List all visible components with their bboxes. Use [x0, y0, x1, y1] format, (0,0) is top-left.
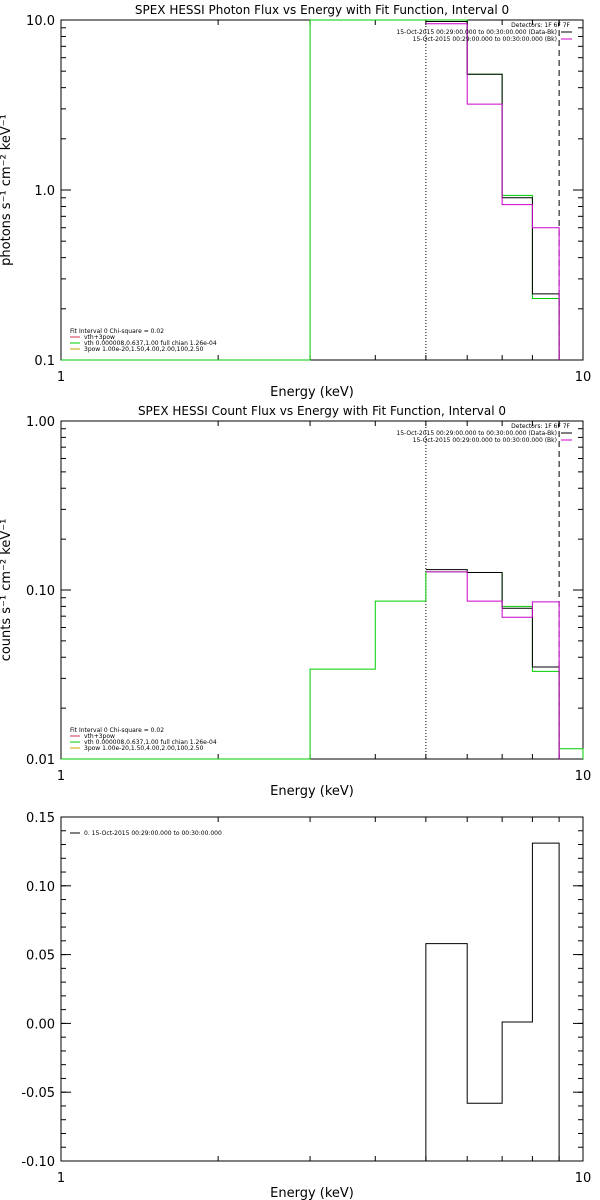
y-tick-label: 0.00 [26, 1017, 55, 1032]
series-2-steps [425, 569, 560, 759]
legend-item: 15-Oct-2015 00:29:00.000 to 00:30:00.000… [396, 430, 557, 437]
y-tick-label: 1.00 [26, 415, 55, 430]
y-tick-label: 0.01 [26, 753, 55, 768]
y-tick-label: -0.10 [21, 1155, 55, 1170]
chart-title: SPEX HESSI Count Flux vs Energy with Fit… [138, 404, 506, 418]
series-3-steps [425, 23, 560, 360]
legend-item: 3pow 1.00e-20,1.50,4.00,2.00,100,2.50 [84, 346, 204, 353]
legend-left: Fit Interval 0 Chi-square = 0.02vth+3pow… [70, 328, 217, 353]
x-axis-label: Energy (keV) [270, 385, 354, 400]
legend-item: 3pow 1.00e-20,1.50,4.00,2.00,100,2.50 [84, 745, 204, 752]
y-tick-label: 0.10 [26, 584, 55, 599]
legend-left: Fit Interval 0 Chi-square = 0.02vth+3pow… [70, 727, 217, 752]
chart-title: SPEX HESSI Photon Flux vs Energy with Fi… [135, 3, 509, 17]
chart-panel-1: SPEX HESSI Photon Flux vs Energy with Fi… [0, 3, 591, 400]
series-1-steps [425, 842, 560, 1161]
chart-panel-3: Energy (keV) 1 10 -0.10 -0.05 0.00 0.05 0.10 0.1… [21, 811, 591, 1200]
legend-item: vth 0.000008,0.637,1.00 full chian 1.26e… [84, 739, 217, 746]
x-tick-label: 10 [575, 370, 592, 385]
legend-header: Detectors: 1F 6F 7F [511, 423, 570, 430]
legend-item: vth+3pow [84, 733, 115, 740]
x-tick-label: 1 [57, 1171, 65, 1186]
legend-item: 15-Oct-2015 00:29:00.000 to 00:30:00.000… [413, 437, 557, 444]
series-3-steps [425, 571, 560, 759]
legend-left: 0. 15-Oct-2015 00:29:00.000 to 00:30:00.… [70, 830, 222, 837]
legend-header: Detectors: 1F 6F 7F [511, 22, 570, 29]
chart-panel-2: SPEX HESSI Count Flux vs Energy with Fit… [0, 404, 591, 799]
y-tick-label: 1.0 [34, 184, 55, 199]
legend-header: Fit Interval 0 Chi-square = 0.02 [70, 727, 164, 734]
legend-header: Fit Interval 0 Chi-square = 0.02 [70, 328, 164, 335]
plot-frame [60, 19, 584, 361]
x-ticks: 1 10 [57, 817, 591, 1186]
series-1-steps [61, 19, 560, 361]
x-ticks: 1 10 [57, 20, 591, 385]
legend-item: vth 0.000008,0.637,1.00 full chian 1.26e… [84, 340, 217, 347]
y-tick-label: 0.10 [26, 880, 55, 895]
legend-item: 0. 15-Oct-2015 00:29:00.000 to 00:30:00.… [84, 830, 222, 837]
x-tick-label: 1 [57, 370, 65, 385]
legend-item: vth+3pow [84, 334, 115, 341]
y-tick-label: 10.0 [26, 14, 55, 29]
series-2-steps [425, 20, 560, 360]
y-ticks: 0.1 1.0 10.0 [26, 14, 583, 369]
y-ticks: -0.10 -0.05 0.00 0.05 0.10 0.15 [21, 811, 583, 1170]
y-tick-label: 0.1 [34, 354, 55, 369]
y-axis-label: counts s⁻¹ cm⁻² keV⁻¹ [0, 519, 14, 662]
plot-frame [60, 420, 584, 760]
x-tick-label: 10 [575, 1171, 592, 1186]
legend-item: 15-Oct-2015 00:29:00.000 to 00:30:00.000… [396, 29, 557, 36]
y-axis-label: photons s⁻¹ cm⁻² keV⁻¹ [0, 114, 14, 266]
x-axis-label: Energy (keV) [270, 784, 354, 799]
x-tick-label: 1 [57, 769, 65, 784]
legend-item: 15-Oct-2015 00:29:00.000 to 00:30:00.000… [413, 36, 557, 43]
x-axis-label: Energy (keV) [270, 1186, 354, 1200]
y-tick-label: -0.05 [21, 1086, 55, 1101]
y-tick-label: 0.05 [26, 949, 55, 964]
y-ticks: 0.01 0.10 1.00 [26, 415, 583, 768]
y-tick-label: 0.15 [26, 811, 55, 826]
plot-frame [60, 816, 584, 1162]
x-tick-label: 10 [575, 769, 592, 784]
